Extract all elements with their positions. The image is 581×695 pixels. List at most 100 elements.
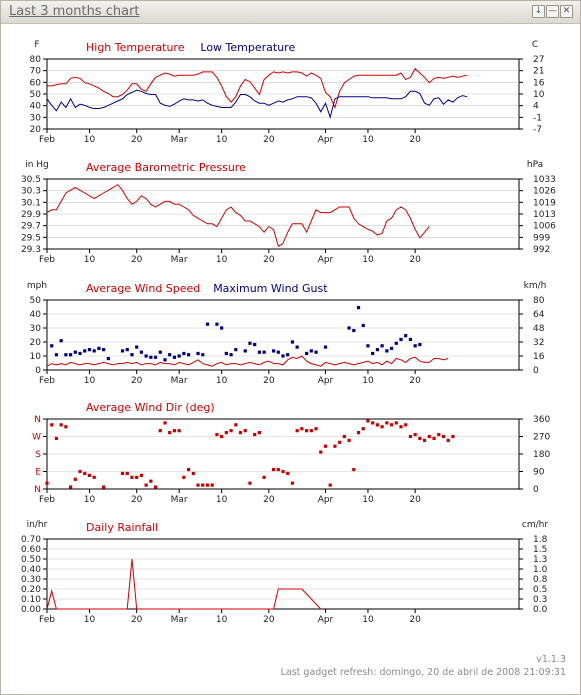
y-tick-label-left: 0.10 bbox=[21, 595, 41, 605]
data-point bbox=[380, 425, 384, 429]
data-point bbox=[220, 326, 224, 330]
data-point bbox=[69, 353, 73, 357]
data-point bbox=[305, 429, 309, 433]
x-tick-label: Feb bbox=[39, 376, 55, 386]
series-line bbox=[46, 558, 322, 610]
y-tick-label-right: 0.3 bbox=[533, 595, 547, 605]
data-point bbox=[286, 471, 290, 476]
data-point bbox=[446, 438, 450, 442]
plot-frame bbox=[46, 299, 520, 371]
data-point bbox=[130, 353, 134, 357]
data-point bbox=[314, 427, 318, 431]
data-point bbox=[389, 423, 394, 427]
y-tick-label-right: 992 bbox=[533, 245, 550, 255]
left-unit-label: F bbox=[34, 40, 39, 50]
data-point bbox=[347, 438, 351, 442]
data-point bbox=[319, 450, 323, 454]
data-point bbox=[59, 339, 63, 343]
x-tick-label: Apr bbox=[318, 495, 334, 505]
data-point bbox=[210, 483, 214, 487]
y-tick-label-left: N bbox=[34, 415, 41, 425]
data-point bbox=[399, 337, 403, 342]
y-tick-label-left: 80 bbox=[30, 55, 42, 65]
data-point bbox=[399, 425, 403, 429]
y-tick-label-right: -1 bbox=[533, 113, 542, 123]
y-tick-label-right: 0 bbox=[533, 366, 539, 376]
data-point bbox=[257, 431, 261, 435]
data-point bbox=[271, 467, 276, 472]
data-point bbox=[413, 344, 417, 348]
window-title[interactable]: Last 3 months chart bbox=[9, 4, 140, 19]
data-point bbox=[451, 434, 455, 439]
legend-label: Daily Rainfall bbox=[86, 521, 158, 534]
y-tick-label-right: 0.0 bbox=[533, 605, 548, 615]
data-point bbox=[385, 421, 389, 425]
data-point bbox=[163, 421, 167, 425]
data-point bbox=[276, 350, 280, 354]
x-tick-label: 10 bbox=[362, 615, 374, 625]
y-tick-label-left: 70 bbox=[30, 67, 42, 77]
legend-label: High Temperature bbox=[86, 41, 185, 54]
data-point bbox=[413, 432, 417, 437]
y-tick-label-right: 0 bbox=[533, 485, 539, 495]
data-point bbox=[215, 322, 219, 326]
data-point bbox=[201, 353, 205, 357]
data-point bbox=[205, 483, 210, 487]
x-tick-label: 10 bbox=[362, 135, 374, 145]
y-tick-label-left: S bbox=[35, 450, 41, 460]
x-tick-label: 20 bbox=[131, 495, 143, 505]
data-point bbox=[389, 346, 394, 350]
x-tick-label: 20 bbox=[263, 615, 275, 625]
data-point bbox=[187, 467, 191, 472]
data-point bbox=[177, 354, 181, 358]
data-point bbox=[153, 355, 158, 359]
data-point bbox=[290, 340, 295, 344]
x-tick-label: 10 bbox=[84, 495, 96, 505]
y-tick-label-right: 0.5 bbox=[533, 585, 547, 595]
y-tick-label-right: 180 bbox=[533, 450, 550, 460]
data-point bbox=[323, 444, 328, 448]
data-point bbox=[87, 473, 92, 477]
x-tick-label: Feb bbox=[39, 255, 55, 265]
data-point bbox=[172, 429, 177, 433]
dock-icon[interactable]: ↓ bbox=[532, 5, 545, 18]
data-point bbox=[50, 344, 54, 348]
data-point bbox=[168, 353, 172, 357]
y-tick-label-right: 16 bbox=[533, 78, 545, 88]
data-point bbox=[229, 353, 233, 357]
right-unit-label: C bbox=[532, 40, 538, 50]
title-bar: Last 3 months chart ↓ — ✕ bbox=[1, 1, 580, 24]
data-point bbox=[144, 354, 148, 358]
x-tick-label: 20 bbox=[131, 376, 143, 386]
x-tick-label: Mar bbox=[171, 135, 188, 145]
data-point bbox=[120, 349, 125, 353]
data-point bbox=[158, 350, 162, 354]
y-tick-label-left: 29.3 bbox=[21, 245, 41, 255]
data-point bbox=[187, 353, 191, 357]
data-point bbox=[418, 436, 422, 441]
data-point bbox=[385, 349, 389, 353]
x-tick-label: 10 bbox=[362, 376, 374, 386]
x-tick-label: 10 bbox=[216, 495, 228, 505]
data-point bbox=[229, 429, 233, 433]
minimize-icon[interactable]: — bbox=[546, 5, 559, 18]
data-point bbox=[73, 477, 77, 481]
data-point bbox=[295, 345, 299, 349]
data-point bbox=[196, 351, 200, 356]
data-point bbox=[248, 481, 252, 485]
data-point bbox=[309, 349, 313, 353]
data-point bbox=[418, 342, 422, 347]
series-line bbox=[47, 67, 468, 109]
x-tick-label: 10 bbox=[84, 255, 96, 265]
data-point bbox=[191, 471, 195, 476]
close-icon[interactable]: ✕ bbox=[560, 5, 573, 18]
data-point bbox=[59, 423, 63, 427]
y-tick-label-left: W bbox=[32, 433, 41, 443]
y-tick-label-right: 90 bbox=[533, 468, 545, 478]
y-tick-label-right: 999 bbox=[533, 233, 550, 243]
y-tick-label-right: 1.0 bbox=[533, 565, 548, 575]
right-unit-label: cm/hr bbox=[522, 520, 548, 530]
data-point bbox=[276, 467, 280, 472]
y-tick-label-right: 1.5 bbox=[533, 545, 547, 555]
y-tick-label-right: 1026 bbox=[533, 187, 556, 197]
